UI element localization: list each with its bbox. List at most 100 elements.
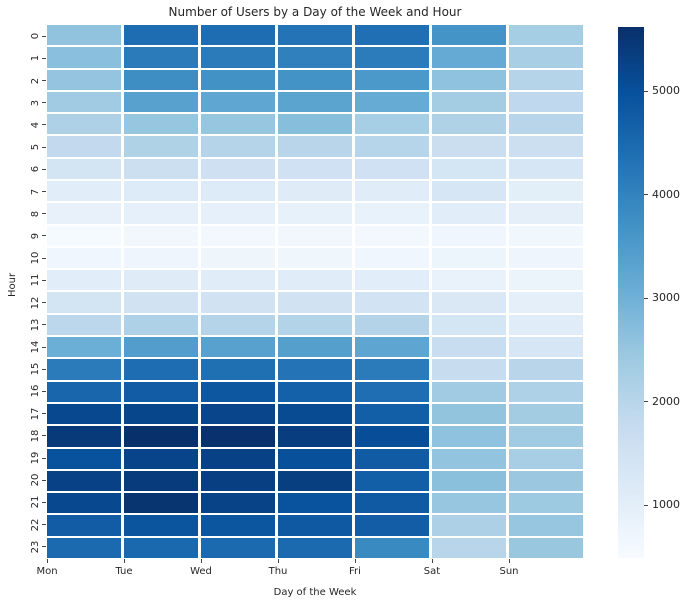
y-tick-label: 11: [30, 274, 41, 287]
heatmap-cell: [201, 158, 275, 180]
colorbar-tick-mark: [644, 401, 648, 403]
heatmap-cell: [47, 337, 121, 358]
y-tick-label: 13: [30, 318, 41, 332]
heatmap-cell: [509, 381, 583, 402]
y-tick-label: 9: [30, 232, 41, 240]
y-tick-mark: [42, 57, 46, 59]
heatmap-cell: [432, 515, 506, 536]
heatmap-cell: [355, 403, 429, 425]
heatmap-cell: [509, 158, 583, 180]
y-tick-mark: [42, 35, 46, 37]
y-tick-label: 16: [30, 385, 41, 398]
heatmap-cell: [509, 426, 583, 447]
heatmap-cell: [201, 181, 275, 202]
y-tick-label: 4: [30, 121, 41, 129]
y-tick-label: 7: [30, 188, 41, 195]
y-tick-label: 3: [30, 99, 41, 106]
heatmap-cell: [201, 136, 275, 157]
heatmap-cell: [355, 426, 429, 447]
y-tick-label: 20: [30, 473, 41, 487]
x-tick-mark: [431, 559, 433, 563]
heatmap-cell: [355, 470, 429, 492]
y-tick-label: 21: [30, 496, 41, 509]
heatmap-cell: [432, 337, 506, 358]
x-tick-label: Wed: [190, 566, 212, 577]
heatmap-cell: [432, 91, 506, 113]
y-tick-mark: [42, 80, 46, 82]
heatmap-cell: [47, 225, 121, 246]
heatmap-cell: [355, 314, 429, 336]
heatmap-cell: [432, 136, 506, 157]
heatmap-cell: [278, 537, 352, 558]
heatmap-cell: [47, 314, 121, 336]
x-tick-label: Sat: [423, 566, 441, 577]
heatmap-cell: [124, 470, 198, 492]
heatmap-cell: [201, 91, 275, 113]
heatmap-cell: [509, 247, 583, 269]
heatmap-cell: [509, 515, 583, 536]
heatmap-cell: [201, 25, 275, 46]
y-tick-mark: [42, 302, 46, 304]
heatmap-cell: [124, 225, 198, 246]
x-tick-mark: [354, 559, 356, 563]
y-tick-label: 1: [30, 55, 41, 62]
heatmap-cell: [124, 247, 198, 269]
y-tick-label: 18: [30, 429, 41, 443]
heatmap-cell: [47, 493, 121, 514]
chart-title: Number of Users by a Day of the Week and…: [168, 5, 462, 19]
heatmap-cell: [278, 292, 352, 313]
heatmap-cell: [201, 47, 275, 68]
heatmap-cell: [201, 448, 275, 469]
colorbar-tick-label: 1000: [652, 498, 680, 512]
heatmap-cell: [509, 493, 583, 514]
heatmap-cell: [432, 69, 506, 90]
heatmap-cell: [124, 403, 198, 425]
heatmap-cell: [509, 448, 583, 469]
heatmap-cell: [47, 69, 121, 90]
heatmap-cell: [355, 136, 429, 157]
heatmap-cell: [47, 136, 121, 157]
x-tick-label: Mon: [36, 566, 58, 577]
heatmap-cell: [201, 515, 275, 536]
y-tick-mark: [42, 413, 46, 415]
heatmap-cell: [47, 114, 121, 135]
x-tick-mark: [200, 559, 202, 563]
heatmap-cell: [278, 114, 352, 135]
heatmap-cell: [201, 247, 275, 269]
heatmap-cell: [124, 47, 198, 68]
heatmap-cell: [509, 359, 583, 380]
heatmap-cell: [124, 270, 198, 291]
heatmap-cell: [278, 25, 352, 46]
y-tick-label: 15: [30, 362, 41, 376]
heatmap-cell: [509, 292, 583, 313]
heatmap-cell: [278, 270, 352, 291]
heatmap-cell: [432, 448, 506, 469]
heatmap-cell: [47, 91, 121, 113]
heatmap-cell: [124, 314, 198, 336]
heatmap-cell: [278, 158, 352, 180]
heatmap-cell: [355, 515, 429, 536]
y-tick-mark: [42, 501, 46, 503]
heatmap-cell: [509, 270, 583, 291]
heatmap-cell: [355, 47, 429, 68]
heatmap-cell: [201, 114, 275, 135]
y-tick-label: 14: [30, 340, 41, 354]
heatmap-cell: [355, 448, 429, 469]
heatmap-cell: [124, 136, 198, 157]
heatmap-cell: [124, 359, 198, 380]
heatmap-cell: [355, 225, 429, 246]
heatmap-cell: [509, 114, 583, 135]
x-tick-mark: [508, 559, 510, 563]
heatmap-cell: [509, 403, 583, 425]
heatmap-cell: [432, 493, 506, 514]
heatmap-cell: [124, 91, 198, 113]
x-tick-label: Tue: [115, 566, 133, 577]
heatmap-cell: [509, 314, 583, 336]
heatmap-cell: [509, 47, 583, 68]
y-axis-label: Hour: [7, 272, 18, 297]
heatmap-cell: [355, 203, 429, 224]
heatmap-cell: [432, 181, 506, 202]
heatmap-cell: [509, 69, 583, 90]
colorbar-tick-label: 2000: [652, 394, 680, 408]
